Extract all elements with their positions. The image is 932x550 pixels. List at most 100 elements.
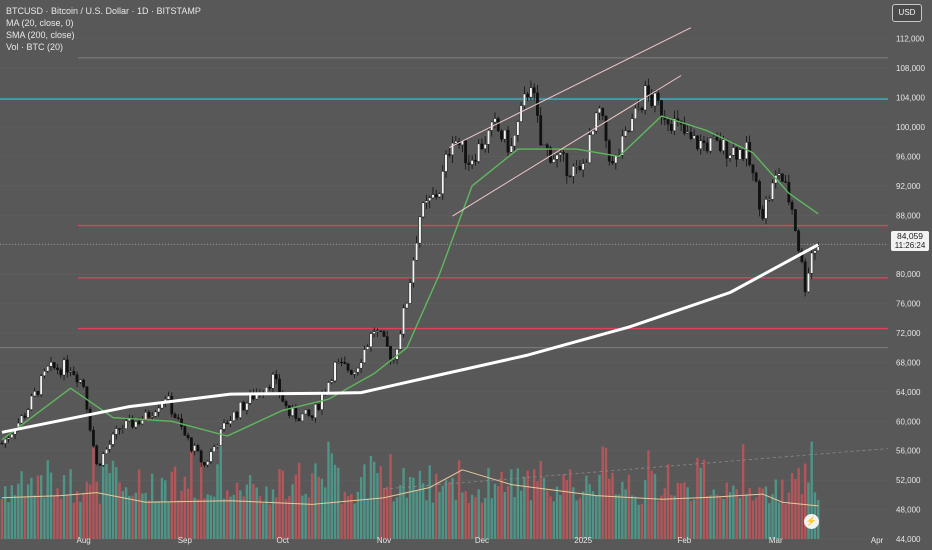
price-tick-label: 92,000 xyxy=(896,182,921,191)
volume-bar xyxy=(696,457,699,539)
volume-bar xyxy=(118,482,121,539)
volume-bar xyxy=(108,473,111,539)
volume-bar xyxy=(13,495,17,539)
ma-legend[interactable]: MA (20, close, 0) xyxy=(6,18,74,28)
candle-body xyxy=(741,149,745,160)
volume-bar xyxy=(768,503,771,539)
volume-bar xyxy=(10,485,13,539)
candle-body xyxy=(731,147,735,156)
candle-body xyxy=(656,92,660,101)
candle-body xyxy=(467,162,471,165)
candle-body xyxy=(718,140,722,151)
time-tick-label: Nov xyxy=(377,536,391,545)
volume-bar xyxy=(503,491,506,539)
candle-body xyxy=(349,370,353,375)
volume-bar xyxy=(425,500,428,539)
volume-bar xyxy=(738,498,742,539)
volume-bar xyxy=(611,472,614,539)
candle-body xyxy=(121,428,125,430)
candle-body xyxy=(568,175,572,177)
volume-bar xyxy=(673,495,676,539)
lightning-icon[interactable]: ⚡ xyxy=(804,514,819,529)
volume-bar xyxy=(157,501,160,539)
candle-body xyxy=(157,407,161,413)
candle-body xyxy=(454,140,458,144)
currency-button[interactable]: USD xyxy=(892,4,922,22)
volume-bar xyxy=(350,494,353,539)
volume-bar xyxy=(477,489,480,539)
candle-body xyxy=(474,160,477,162)
candle-body xyxy=(464,140,468,164)
volume-bar xyxy=(441,485,444,539)
volume-bar xyxy=(408,476,412,539)
volume-bar xyxy=(444,480,448,539)
price-tick-label: 100,000 xyxy=(896,123,925,132)
volume-bar xyxy=(79,501,82,539)
volume-bar xyxy=(304,493,307,539)
volume-bar xyxy=(199,462,203,539)
volume-bar xyxy=(0,499,4,539)
time-tick-label: Mar xyxy=(769,536,783,545)
candle-body xyxy=(526,93,530,98)
volume-bar xyxy=(353,503,356,539)
candle-body xyxy=(300,413,304,422)
candle-body xyxy=(506,129,510,153)
candle-body xyxy=(545,144,549,148)
volume-bar xyxy=(670,495,673,539)
candle-body xyxy=(137,421,141,425)
volume-bar xyxy=(657,501,660,539)
volume-bar xyxy=(59,498,62,539)
candle-body xyxy=(336,361,340,364)
volume-bar xyxy=(252,483,255,539)
candle-body xyxy=(62,359,66,376)
volume-bar xyxy=(572,487,575,539)
volume-bar xyxy=(706,496,709,539)
volume-bar xyxy=(278,469,281,539)
candle-body xyxy=(65,359,69,373)
volume-bar xyxy=(741,444,745,539)
volume-bar xyxy=(376,473,379,539)
volume-bar xyxy=(39,475,43,539)
candle-body xyxy=(225,422,229,425)
trend-channel xyxy=(383,27,889,490)
volume-bar xyxy=(340,504,343,539)
candle-body xyxy=(444,154,448,172)
volume-legend[interactable]: Vol · BTC (20) xyxy=(6,42,64,52)
volume-bar xyxy=(621,481,624,539)
volume-bar xyxy=(281,470,284,539)
candle-body xyxy=(647,85,650,96)
candle-body xyxy=(578,166,582,171)
volume-bar xyxy=(653,473,657,539)
candle-body xyxy=(209,451,213,462)
candle-body xyxy=(496,118,500,132)
candle-body xyxy=(441,171,445,194)
candle-body xyxy=(735,147,739,160)
symbol-title[interactable]: BTCUSD · Bitcoin / U.S. Dollar · 1D · BI… xyxy=(6,6,201,16)
candle-body xyxy=(95,445,99,464)
candle-body xyxy=(758,181,761,210)
candle-body xyxy=(389,346,392,360)
volume-bar xyxy=(20,471,23,539)
candle-body xyxy=(611,161,614,164)
candle-body xyxy=(33,391,37,397)
volume-bar xyxy=(487,468,490,539)
candle-body xyxy=(330,380,334,383)
volume-bar xyxy=(712,489,715,539)
volume-bar xyxy=(457,460,461,539)
time-tick-label: Feb xyxy=(677,536,691,545)
price-tick-label: 44,000 xyxy=(896,535,921,544)
candle-body xyxy=(764,199,768,219)
volume-bar xyxy=(193,497,196,539)
candle-body xyxy=(294,407,298,419)
candle-body xyxy=(666,119,670,125)
volume-bar xyxy=(82,493,85,539)
price-axis-bg xyxy=(888,0,932,550)
volume-bar xyxy=(327,441,330,539)
candle-body xyxy=(88,409,92,431)
candle-body xyxy=(98,463,102,466)
volume-bar xyxy=(196,499,200,539)
volume-bar xyxy=(461,492,464,539)
sma-legend[interactable]: SMA (200, close) xyxy=(6,30,75,40)
